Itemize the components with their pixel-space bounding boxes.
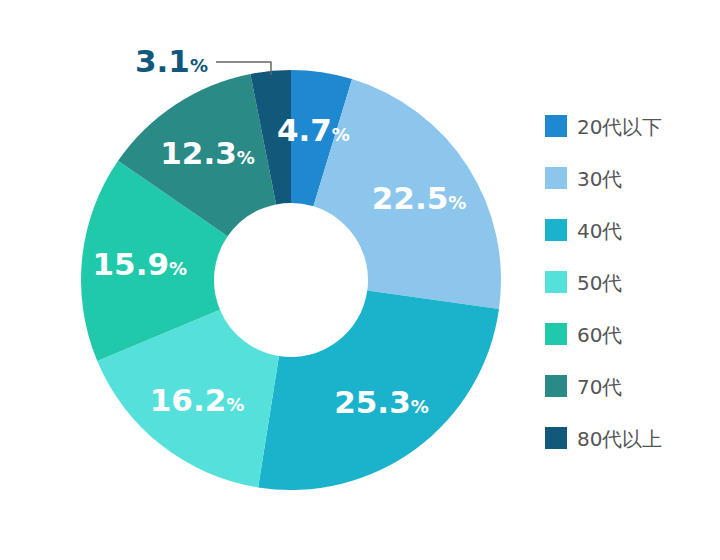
legend-item: 80代以上 — [545, 427, 662, 451]
label-number: 12.3 — [160, 135, 237, 171]
legend-swatch — [545, 427, 567, 449]
legend-swatch — [545, 219, 567, 241]
legend-label: 80代以上 — [577, 427, 662, 451]
label-unit: % — [237, 147, 255, 168]
label-unit: % — [332, 124, 350, 145]
legend-label: 50代 — [577, 271, 622, 295]
legend-swatch — [545, 375, 567, 397]
legend-item: 70代 — [545, 375, 622, 399]
data-label: 4.7% — [277, 112, 350, 148]
legend-swatch — [545, 323, 567, 345]
data-label: 12.3% — [160, 135, 255, 171]
label-number: 4.7 — [277, 112, 332, 148]
legend-item: 40代 — [545, 219, 622, 243]
label-number: 25.3 — [334, 384, 411, 420]
label-number: 22.5 — [372, 180, 449, 216]
label-unit: % — [411, 396, 429, 417]
legend-label: 40代 — [577, 219, 622, 243]
data-label: 15.9% — [93, 246, 188, 282]
slice — [118, 74, 276, 236]
legend-item: 30代 — [545, 167, 622, 191]
legend-label: 30代 — [577, 167, 622, 191]
label-unit: % — [190, 55, 208, 76]
legend-label: 70代 — [577, 375, 622, 399]
legend-label: 20代以下 — [577, 115, 662, 139]
data-label: 25.3% — [334, 384, 429, 420]
legend-swatch — [545, 271, 567, 293]
label-number: 3.1 — [135, 43, 190, 79]
label-number: 16.2 — [150, 382, 227, 418]
data-label: 22.5% — [372, 180, 467, 216]
leader-line — [216, 62, 271, 75]
legend-swatch — [545, 167, 567, 189]
slice — [258, 291, 499, 490]
data-labels: 4.7%22.5%25.3%16.2%15.9%12.3%3.1% — [93, 43, 467, 420]
legend-item: 50代 — [545, 271, 622, 295]
plot — [81, 70, 501, 490]
data-label: 16.2% — [150, 382, 245, 418]
legend-item: 60代 — [545, 323, 622, 347]
label-unit: % — [448, 192, 466, 213]
legend-label: 60代 — [577, 323, 622, 347]
chart: 4.7%22.5%25.3%16.2%15.9%12.3%3.1%20代以下30… — [0, 0, 720, 560]
slice — [313, 79, 501, 309]
legend-swatch — [545, 115, 567, 137]
label-unit: % — [169, 258, 187, 279]
data-label: 3.1% — [135, 43, 208, 79]
legend-item: 20代以下 — [545, 115, 662, 139]
legend: 20代以下 30代 40代 50代 60代 70代 80代以上 — [545, 115, 662, 451]
label-unit: % — [226, 394, 244, 415]
label-number: 15.9 — [93, 246, 170, 282]
